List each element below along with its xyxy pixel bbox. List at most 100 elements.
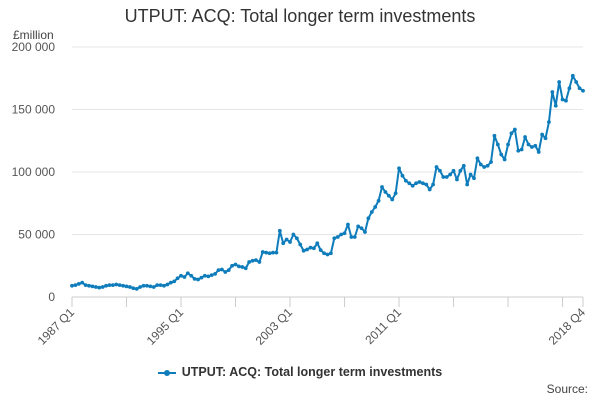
data-point xyxy=(570,73,575,78)
legend-series-label: UTPUT: ACQ: Total longer term investment… xyxy=(181,365,443,379)
y-tick-label: 50 000 xyxy=(18,228,55,242)
legend[interactable]: UTPUT: ACQ: Total longer term investment… xyxy=(0,365,600,379)
data-point xyxy=(441,175,446,179)
data-point xyxy=(424,182,429,187)
data-point xyxy=(230,263,235,268)
data-point xyxy=(390,197,395,202)
data-point xyxy=(553,103,558,108)
legend-line-marker-icon xyxy=(157,368,176,378)
data-point xyxy=(110,283,115,288)
data-point xyxy=(93,285,98,289)
data-point xyxy=(577,86,582,91)
data-point xyxy=(264,250,269,255)
data-point xyxy=(250,258,255,263)
data-point xyxy=(410,183,415,188)
data-point xyxy=(478,162,483,167)
data-point xyxy=(444,175,449,179)
data-point xyxy=(536,150,541,154)
data-point xyxy=(318,248,323,253)
data-point xyxy=(530,145,534,149)
data-point xyxy=(560,97,565,102)
data-point xyxy=(543,136,548,141)
data-point xyxy=(73,283,78,288)
data-point xyxy=(124,284,129,289)
data-point xyxy=(213,271,217,276)
data-point xyxy=(550,90,555,94)
data-point xyxy=(482,165,487,169)
data-point xyxy=(274,250,279,255)
data-point xyxy=(386,193,391,198)
data-point xyxy=(128,285,132,289)
data-point xyxy=(243,266,248,271)
data-point xyxy=(431,182,436,187)
data-point xyxy=(400,173,405,178)
data-point xyxy=(448,172,453,177)
data-point xyxy=(352,235,357,239)
data-point xyxy=(80,280,85,285)
data-point xyxy=(564,98,568,103)
data-point xyxy=(397,166,401,171)
y-tick-label: 200 000 xyxy=(12,40,56,54)
x-tick-label: 1995 Q1 xyxy=(144,305,187,348)
data-point xyxy=(288,240,292,244)
data-point xyxy=(557,80,562,84)
data-point xyxy=(356,224,361,229)
data-point xyxy=(83,283,88,288)
data-point xyxy=(145,283,149,288)
data-point xyxy=(240,265,245,269)
series-line xyxy=(71,74,584,290)
x-tick-label: 2018 Q4 xyxy=(546,305,589,348)
series-line-layer xyxy=(70,73,585,291)
data-point xyxy=(237,264,241,269)
data-point xyxy=(407,181,412,186)
y-tick-label: 0 xyxy=(48,290,55,304)
data-point xyxy=(349,235,354,239)
data-point xyxy=(526,142,531,147)
data-point xyxy=(138,285,143,289)
data-point xyxy=(458,168,463,173)
data-point xyxy=(277,228,282,233)
data-point xyxy=(76,281,81,286)
data-point xyxy=(475,156,480,161)
data-point xyxy=(322,251,326,256)
data-point xyxy=(294,236,299,241)
data-point xyxy=(223,270,228,274)
data-point xyxy=(547,120,551,124)
data-point xyxy=(359,226,364,231)
data-point xyxy=(219,267,224,272)
data-point xyxy=(196,277,200,282)
x-axis-tick-labels: 1987 Q1 1995 Q1 2003 Q1 2011 Q1 2018 Q4 xyxy=(35,305,589,348)
data-point xyxy=(461,163,466,168)
data-point xyxy=(117,283,122,288)
data-point xyxy=(495,142,500,147)
x-axis xyxy=(71,296,584,307)
data-point xyxy=(254,258,258,263)
data-point xyxy=(308,245,313,250)
y-axis-unit-label: £million xyxy=(13,28,54,42)
data-point xyxy=(305,247,309,252)
data-point xyxy=(162,283,166,288)
data-point xyxy=(393,191,398,196)
source-label: Source: xyxy=(546,382,588,396)
y-tick-label: 100 000 xyxy=(12,165,56,179)
data-point xyxy=(376,198,381,203)
data-point xyxy=(366,216,371,221)
data-point xyxy=(267,251,272,256)
data-point xyxy=(168,280,173,285)
data-point xyxy=(339,232,344,237)
data-point xyxy=(315,241,320,246)
data-point xyxy=(141,283,146,288)
data-point xyxy=(519,147,524,152)
data-point xyxy=(342,231,347,236)
data-point xyxy=(502,157,507,162)
data-point xyxy=(131,286,136,291)
data-point xyxy=(451,168,456,173)
data-point xyxy=(383,190,388,194)
data-point xyxy=(574,80,579,84)
data-point xyxy=(87,283,91,288)
data-point xyxy=(134,286,139,291)
data-point xyxy=(468,172,473,177)
data-point xyxy=(509,131,514,136)
data-point xyxy=(97,285,102,290)
